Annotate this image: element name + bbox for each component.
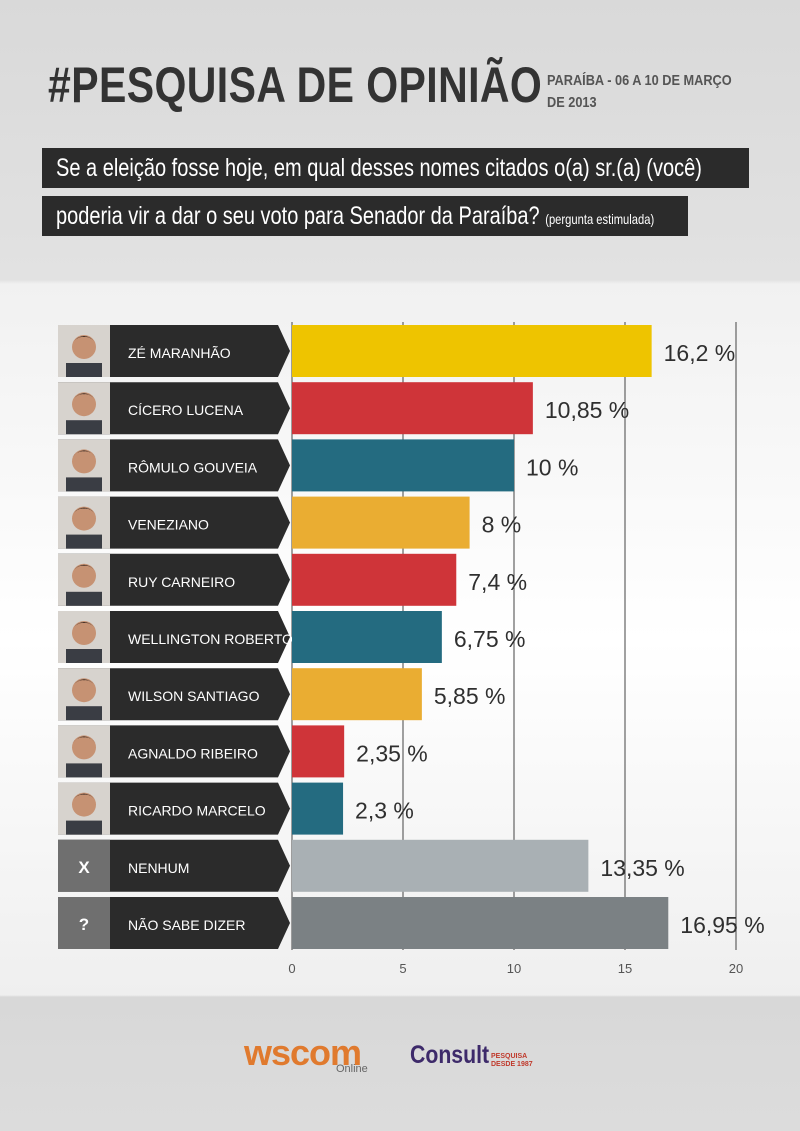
wscom-logo-sub: Online bbox=[336, 1063, 368, 1075]
portrait-hair bbox=[72, 564, 96, 572]
category-label-plate bbox=[58, 325, 290, 377]
data-label: 7,4 % bbox=[468, 569, 527, 595]
portrait-suit bbox=[66, 477, 102, 492]
data-label: 8 % bbox=[482, 512, 522, 538]
question-note: (pergunta estimulada) bbox=[545, 211, 655, 227]
category-label: VENEZIANO bbox=[128, 517, 209, 533]
category-label: RICARDO MARCELO bbox=[128, 803, 266, 819]
unknown-avatar bbox=[58, 897, 110, 949]
bar bbox=[292, 725, 345, 778]
portrait-suit bbox=[66, 534, 102, 549]
x-icon: X bbox=[78, 858, 90, 877]
category-label: ZÉ MARANHÃO bbox=[128, 345, 231, 361]
category-label-plate bbox=[58, 382, 290, 435]
category-label-plate bbox=[58, 782, 290, 835]
portrait-suit bbox=[66, 820, 102, 835]
question-box-1: Se a eleição fosse hoje, em qual desses … bbox=[42, 148, 749, 188]
question-line-1: Se a eleição fosse hoje, em qual desses … bbox=[56, 154, 702, 182]
question-box-2: poderia vir a dar o seu voto para Senado… bbox=[42, 196, 688, 236]
bar bbox=[292, 611, 442, 663]
wscom-logo: wscom bbox=[244, 1032, 362, 1073]
bar bbox=[292, 553, 457, 606]
category-label: RUY CARNEIRO bbox=[128, 574, 235, 590]
portrait-face bbox=[72, 392, 96, 417]
data-label: 13,35 % bbox=[600, 855, 684, 881]
x-tick-label: 10 bbox=[507, 961, 521, 976]
category-label-plate bbox=[58, 725, 290, 778]
x-tick-label: 0 bbox=[288, 961, 295, 976]
portrait-suit bbox=[66, 649, 102, 663]
portrait-suit bbox=[66, 763, 102, 778]
bar bbox=[292, 325, 652, 377]
consult-logo-sub-1: PESQUISA bbox=[491, 1053, 528, 1060]
subtitle-line-1: PARAÍBA - 06 A 10 DE MARÇO bbox=[547, 72, 732, 89]
consult-logo: Consult bbox=[410, 1041, 490, 1069]
portrait-hair bbox=[72, 507, 96, 515]
portrait-hair bbox=[72, 793, 96, 801]
portrait-hair bbox=[72, 622, 96, 629]
page-title: #PESQUISA DE OPINIÃO bbox=[48, 57, 543, 113]
portrait-face bbox=[72, 621, 96, 645]
data-label: 2,3 % bbox=[355, 798, 414, 824]
subtitle: PARAÍBA - 06 A 10 DE MARÇO DE 2013 bbox=[547, 70, 732, 114]
category-label-plate bbox=[58, 439, 290, 492]
category-label: WELLINGTON ROBERTO bbox=[128, 631, 293, 647]
portrait-face bbox=[72, 506, 96, 531]
portrait-hair bbox=[72, 393, 96, 401]
category-label: RÔMULO GOUVEIA bbox=[128, 459, 258, 475]
portrait-face bbox=[72, 335, 96, 359]
portrait-face bbox=[72, 449, 96, 474]
none-avatar bbox=[58, 839, 110, 892]
portrait-hair bbox=[72, 736, 96, 744]
x-tick-label: 15 bbox=[618, 961, 632, 976]
data-label: 5,85 % bbox=[434, 683, 506, 709]
question-line-2-wrap: poderia vir a dar o seu voto para Senado… bbox=[56, 202, 654, 231]
data-label: 10 % bbox=[526, 454, 578, 480]
x-tick-label: 5 bbox=[399, 961, 406, 976]
data-label: 16,95 % bbox=[680, 912, 764, 938]
category-label-plate bbox=[58, 611, 290, 663]
portrait-suit bbox=[66, 420, 102, 435]
bar bbox=[292, 496, 470, 549]
portrait-face bbox=[72, 563, 96, 588]
portrait-face bbox=[72, 735, 96, 760]
consult-logo-sub-2: DESDE 1987 bbox=[491, 1061, 533, 1068]
portrait-suit bbox=[66, 363, 102, 377]
category-label-plate bbox=[58, 897, 290, 949]
consult-logo-sub: PESQUISA DESDE 1987 bbox=[491, 1053, 533, 1069]
bar bbox=[292, 668, 422, 721]
subtitle-line-2: DE 2013 bbox=[547, 94, 597, 111]
x-tick-label: 20 bbox=[729, 961, 743, 976]
category-label: CÍCERO LUCENA bbox=[128, 402, 244, 418]
category-label-plate bbox=[58, 839, 290, 892]
category-label: NENHUM bbox=[128, 860, 189, 876]
bar bbox=[292, 782, 344, 835]
category-label-plate bbox=[58, 668, 290, 721]
bar bbox=[292, 382, 533, 435]
data-label: 6,75 % bbox=[454, 626, 526, 652]
data-label: 2,35 % bbox=[356, 740, 428, 766]
category-label: WILSON SANTIAGO bbox=[128, 688, 260, 704]
portrait-hair bbox=[72, 336, 96, 343]
question-icon: ? bbox=[79, 915, 89, 934]
portrait-face bbox=[72, 678, 96, 703]
data-label: 16,2 % bbox=[664, 340, 736, 366]
category-label: NÃO SABE DIZER bbox=[128, 917, 245, 933]
question-line-2: poderia vir a dar o seu voto para Senado… bbox=[56, 202, 540, 230]
portrait-suit bbox=[66, 706, 102, 721]
category-label-plate bbox=[58, 553, 290, 606]
category-label-plate bbox=[58, 496, 290, 549]
category-label: AGNALDO RIBEIRO bbox=[128, 745, 258, 761]
portrait-face bbox=[72, 792, 96, 817]
portrait-hair bbox=[72, 450, 96, 458]
portrait-hair bbox=[72, 679, 96, 687]
portrait-suit bbox=[66, 591, 102, 606]
bar bbox=[292, 897, 669, 949]
data-label: 10,85 % bbox=[545, 397, 629, 423]
bar bbox=[292, 439, 514, 492]
bar bbox=[292, 839, 589, 892]
